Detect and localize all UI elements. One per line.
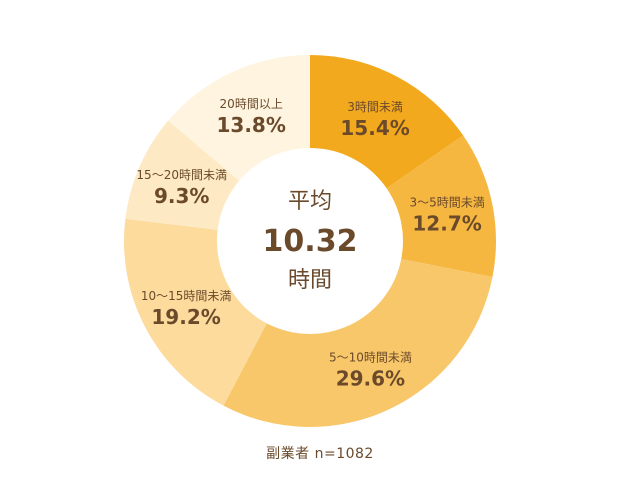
slice-value-label: 29.6%: [336, 366, 405, 390]
slice-value-label: 12.7%: [412, 212, 481, 236]
slice-value-label: 15.4%: [340, 116, 409, 140]
center-value: 10.32: [263, 224, 358, 259]
slice-category-label: 3～5時間未満: [409, 196, 484, 210]
center-label-top: 平均: [288, 189, 332, 214]
slice-value-label: 13.8%: [217, 113, 286, 137]
center-label-bottom: 時間: [288, 268, 332, 293]
slice-category-label: 3時間未満: [347, 100, 403, 114]
slice-category-label: 20時間以上: [220, 97, 283, 111]
slice-value-label: 19.2%: [151, 305, 220, 329]
slice-category-label: 10～15時間未満: [141, 289, 232, 303]
slice-category-label: 15～20時間未満: [136, 168, 227, 182]
slice-category-label: 5～10時間未満: [329, 350, 412, 364]
donut-hole: [217, 148, 403, 334]
slice-label-group: 3時間未満 15.4% 3～5時間未満 12.7% 5～10時間未満 29.6% 10～15…: [136, 97, 484, 390]
slice-value-label: 9.3%: [154, 184, 209, 208]
center-label: 平均 10.32 時間: [263, 189, 358, 293]
sample-note: 副業者 n=1082: [266, 446, 374, 462]
